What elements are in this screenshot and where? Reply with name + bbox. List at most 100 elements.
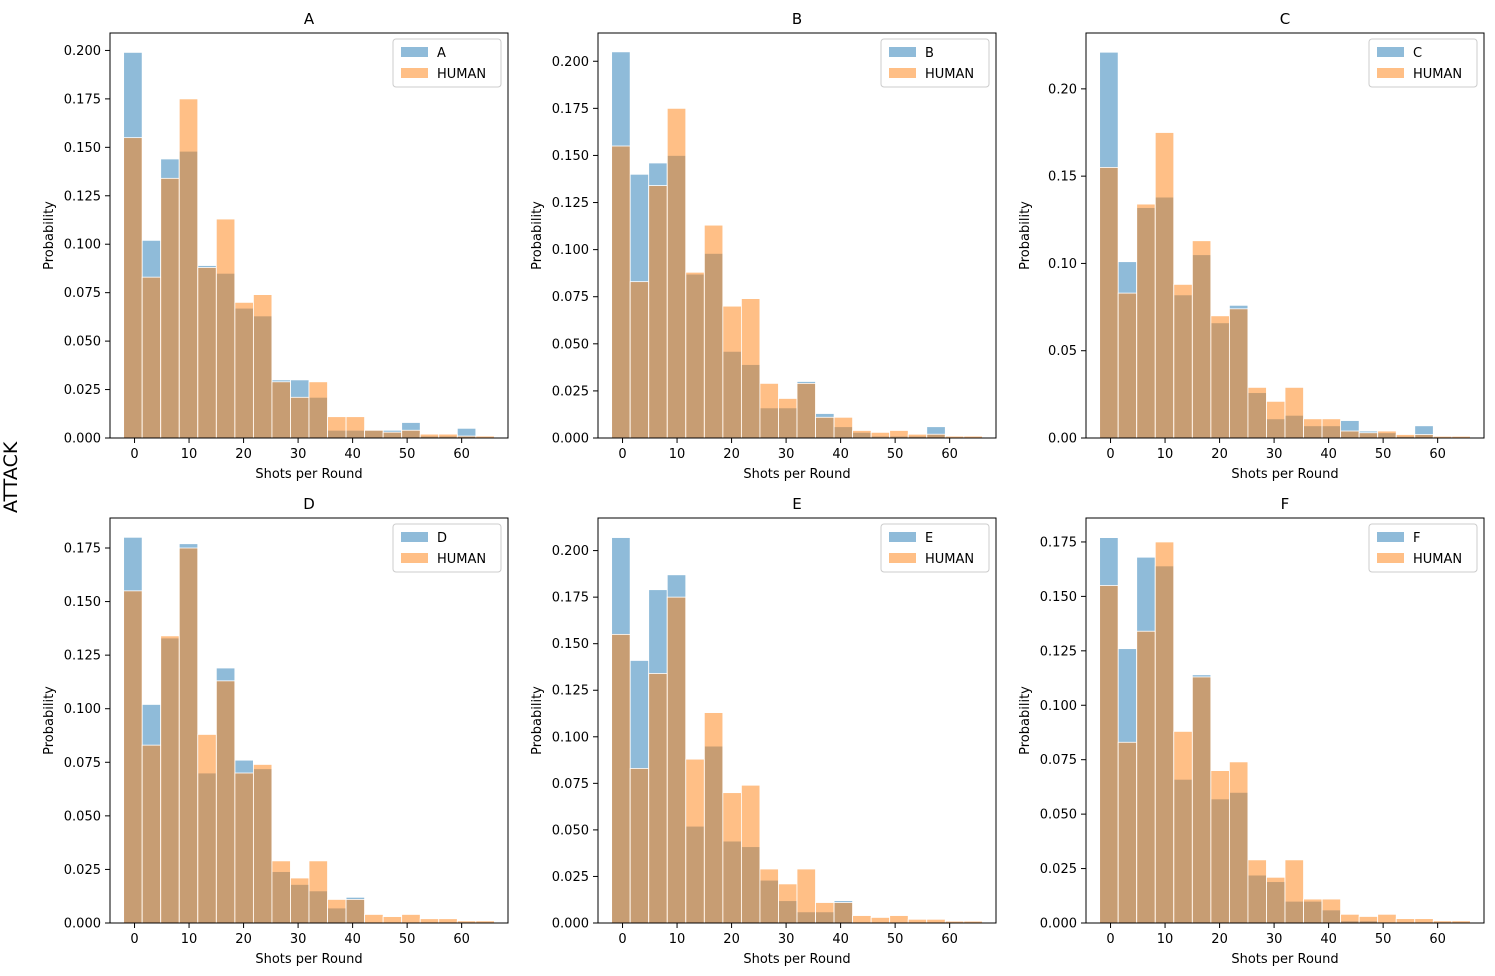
x-tick-label: 0	[618, 932, 626, 947]
y-tick-label: 0.025	[552, 384, 589, 399]
x-tick-label: 30	[290, 932, 307, 947]
legend-label: D	[437, 531, 447, 546]
bar-human	[308, 381, 328, 439]
legend: D HUMAN	[392, 523, 502, 573]
y-axis-label: Probability	[530, 201, 545, 270]
x-tick-label: 40	[1320, 932, 1337, 947]
bar-human	[685, 271, 705, 439]
y-tick-label: 0.150	[64, 141, 101, 156]
y-tick-label: 0.025	[64, 383, 101, 398]
y-tick-label: 0.050	[1040, 808, 1077, 823]
bar-human	[666, 596, 687, 924]
bar-human	[141, 744, 162, 924]
bar-human	[796, 868, 816, 924]
legend-swatch	[401, 68, 428, 78]
x-tick-label: 20	[235, 932, 252, 947]
x-axis-label: Shots per Round	[255, 467, 362, 482]
y-tick-label: 0.050	[552, 823, 589, 838]
x-tick-label: 10	[1157, 447, 1174, 462]
legend-label: HUMAN	[437, 552, 486, 567]
bar-human	[401, 429, 421, 439]
legend-swatch	[889, 553, 916, 563]
bar-human	[703, 712, 724, 924]
bar-human	[889, 915, 909, 924]
bar-human	[833, 416, 854, 439]
bar-human	[703, 224, 724, 439]
x-tick-label: 50	[399, 932, 416, 947]
bar-human	[419, 918, 440, 924]
bar-human	[1117, 292, 1138, 439]
bar-human	[852, 915, 872, 924]
legend-label: F	[1413, 531, 1420, 546]
legend-swatch	[401, 47, 428, 57]
bar-human	[1191, 676, 1212, 924]
bar-human	[1284, 386, 1304, 439]
bar-human	[852, 430, 872, 439]
x-axis-label: Shots per Round	[1231, 467, 1338, 482]
bar-human	[1395, 918, 1416, 924]
bar-human	[1247, 859, 1267, 924]
x-tick-label: 30	[778, 447, 795, 462]
x-tick-label: 0	[1106, 932, 1114, 947]
legend-label: HUMAN	[437, 67, 486, 82]
y-tick-label: 0.125	[552, 684, 589, 699]
y-tick-label: 0.000	[552, 917, 589, 932]
y-tick-label: 0.075	[1040, 753, 1077, 768]
bar-human	[160, 177, 180, 439]
bar-human	[252, 294, 273, 439]
bar-human	[648, 673, 668, 924]
y-tick-label: 0.025	[552, 870, 589, 885]
y-tick-label: 0.050	[552, 337, 589, 352]
bar-human	[796, 382, 816, 439]
subplot-a: 0 10 20 30 40 50 60 0.000 0.025 0.050 0.075 0.100 0.…	[42, 10, 509, 482]
y-tick-label: 0.125	[64, 649, 101, 664]
bar-human	[197, 734, 217, 924]
bar-human	[345, 416, 366, 439]
y-tick-label: 0.20	[1048, 82, 1077, 97]
subplot-title: B	[792, 10, 802, 28]
bar-human	[759, 382, 779, 439]
subplot-c: 0 10 20 30 40 50 60 0.00 0.05 0.10 0.15 0.20 C Shots …	[1018, 10, 1485, 482]
x-tick-label: 20	[723, 447, 740, 462]
bar-human	[759, 868, 779, 924]
legend: F HUMAN	[1368, 523, 1478, 573]
x-tick-label: 0	[618, 447, 626, 462]
legend-swatch	[889, 532, 916, 542]
bar-human	[926, 433, 946, 439]
bar-human	[926, 918, 946, 924]
bar-human	[1303, 418, 1323, 439]
bar-human	[870, 917, 891, 924]
legend: E HUMAN	[880, 523, 990, 573]
y-tick-label: 0.200	[64, 44, 101, 59]
x-tick-label: 20	[1211, 932, 1228, 947]
bar-human	[308, 860, 328, 924]
x-tick-label: 40	[832, 932, 849, 947]
bar-human	[1321, 898, 1342, 924]
bar-human	[215, 680, 236, 924]
y-tick-label: 0.100	[64, 238, 101, 253]
y-tick-label: 0.200	[552, 55, 589, 70]
x-tick-label: 50	[887, 447, 904, 462]
x-tick-label: 30	[1266, 932, 1283, 947]
y-tick-label: 0.125	[552, 196, 589, 211]
bar-human	[123, 590, 143, 924]
x-tick-label: 30	[778, 932, 795, 947]
axes-frame	[1085, 32, 1485, 439]
x-tick-label: 60	[941, 447, 958, 462]
x-tick-label: 60	[941, 932, 958, 947]
legend-swatch	[1377, 68, 1404, 78]
bar-human	[1414, 434, 1434, 439]
y-tick-label: 0.150	[64, 595, 101, 610]
bar-human	[1136, 203, 1156, 439]
y-tick-label: 0.100	[1040, 699, 1077, 714]
legend-swatch	[889, 68, 916, 78]
y-tick-label: 0.100	[552, 730, 589, 745]
bar-human	[178, 547, 199, 924]
bar-human	[815, 416, 835, 439]
x-tick-label: 60	[1429, 447, 1446, 462]
x-tick-label: 0	[130, 447, 138, 462]
y-tick-label: 0.150	[552, 149, 589, 164]
legend: C HUMAN	[1368, 38, 1478, 88]
bar-human	[364, 429, 384, 439]
y-axis-label: Probability	[1018, 201, 1033, 270]
